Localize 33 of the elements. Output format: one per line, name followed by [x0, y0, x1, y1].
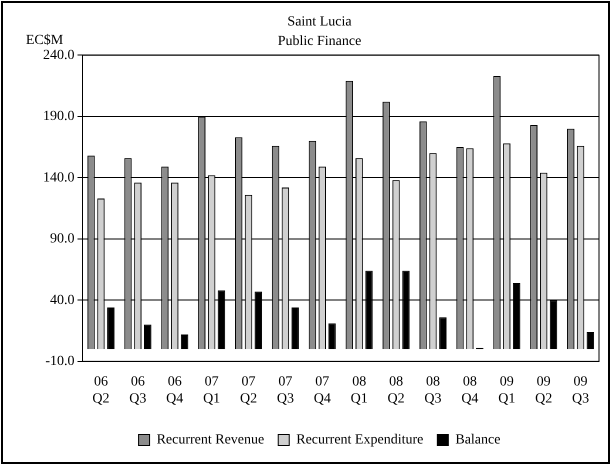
x-tick-label: 08 Q1: [350, 374, 368, 406]
x-tick-label: 07 Q1: [203, 374, 220, 406]
x-tick-label: 08 Q4: [461, 374, 478, 406]
legend-label: Recurrent Revenue: [156, 432, 264, 448]
bar: [328, 323, 336, 350]
legend-label: Recurrent Expenditure: [296, 432, 424, 448]
bar: [439, 317, 447, 350]
bar: [586, 332, 594, 350]
bar: [180, 334, 188, 350]
x-tick-label: 06 Q4: [166, 374, 184, 406]
x-tick-label: 08 Q2: [388, 374, 405, 406]
text: Saint Lucia: [287, 14, 352, 30]
bar: [292, 308, 299, 350]
text: Public Finance: [278, 34, 362, 50]
y-tick-label: 140.0: [43, 170, 74, 186]
x-tick-label: 09 Q1: [498, 374, 516, 406]
y-tick-label: 90.0: [50, 232, 74, 247]
legend-label: Balance: [455, 432, 500, 448]
x-tick-label: 07 Q2: [240, 374, 258, 406]
bar: [107, 308, 114, 350]
x-tick-label: 06 Q3: [129, 374, 146, 406]
x-tick-label: 09 Q3: [572, 374, 590, 406]
y-tick-label: 240.0: [43, 48, 74, 63]
y-axis-title: EC$M: [26, 32, 64, 48]
x-tick-label: 09 Q2: [535, 374, 552, 406]
x-tick-label: 07 Q4: [314, 374, 331, 406]
y-tick-label: 40.0: [50, 292, 74, 308]
y-tick-label: 190.0: [43, 109, 74, 124]
y-tick-label: -10.0: [45, 354, 74, 370]
x-tick-label: 07 Q3: [276, 374, 294, 406]
x-tick-label: 06 Q2: [92, 374, 110, 406]
bar: [144, 324, 152, 350]
x-tick-label: 08 Q3: [424, 374, 442, 406]
